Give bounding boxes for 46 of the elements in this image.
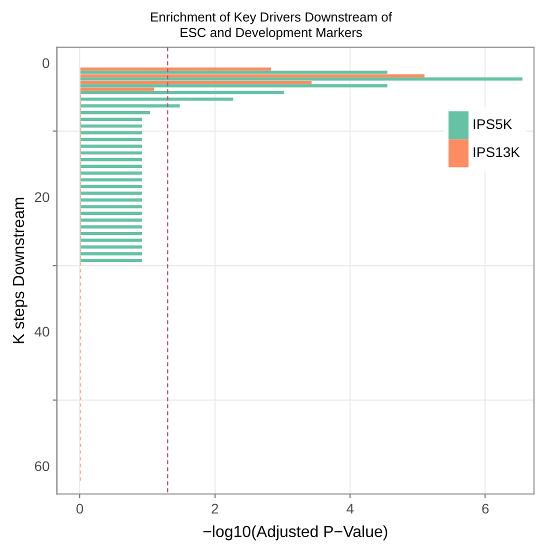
y-tick-label: 20 (34, 189, 50, 206)
bar (80, 252, 142, 256)
x-tick-label: 2 (211, 500, 220, 516)
bar (80, 80, 312, 84)
bar (80, 88, 154, 91)
bar (80, 144, 142, 148)
x-tick-label: 4 (346, 500, 354, 516)
bar (80, 131, 142, 134)
bar (80, 118, 142, 121)
legend-label: IPS5K (472, 116, 513, 132)
bar (80, 70, 388, 74)
bar (80, 77, 523, 81)
bar (80, 84, 388, 88)
bar (80, 104, 180, 108)
bar (80, 172, 142, 175)
legend-label: IPS13K (472, 144, 521, 160)
bar (80, 238, 142, 242)
bar (80, 111, 150, 114)
x-axis-title: −log10(Adjusted P−Value) (202, 524, 388, 541)
bar (80, 164, 142, 168)
bar (80, 68, 272, 71)
bar (80, 151, 142, 155)
bar (80, 232, 142, 236)
bar (80, 225, 142, 228)
bar (80, 258, 142, 262)
bar (80, 198, 142, 202)
bar (80, 212, 142, 215)
x-tick-label: 6 (481, 500, 490, 516)
bar (80, 245, 142, 249)
bar (80, 184, 142, 188)
bar (80, 192, 142, 195)
bar (80, 158, 142, 162)
bar (80, 205, 142, 208)
bar (80, 90, 284, 94)
bar (80, 98, 234, 101)
chart-title: Enrichment of Key Drivers Downstream of ESC and Development Markers (150, 9, 392, 40)
bar (80, 178, 142, 182)
bar (80, 74, 424, 78)
y-tick-label: 60 (34, 458, 50, 474)
y-tick-label: 40 (34, 324, 50, 340)
bar (80, 124, 142, 128)
bar (80, 218, 142, 222)
bar (80, 138, 142, 142)
y-tick-label: 0 (42, 54, 50, 71)
x-tick-label: 0 (76, 500, 84, 516)
y-axis-title: K steps Downstream (11, 196, 28, 344)
